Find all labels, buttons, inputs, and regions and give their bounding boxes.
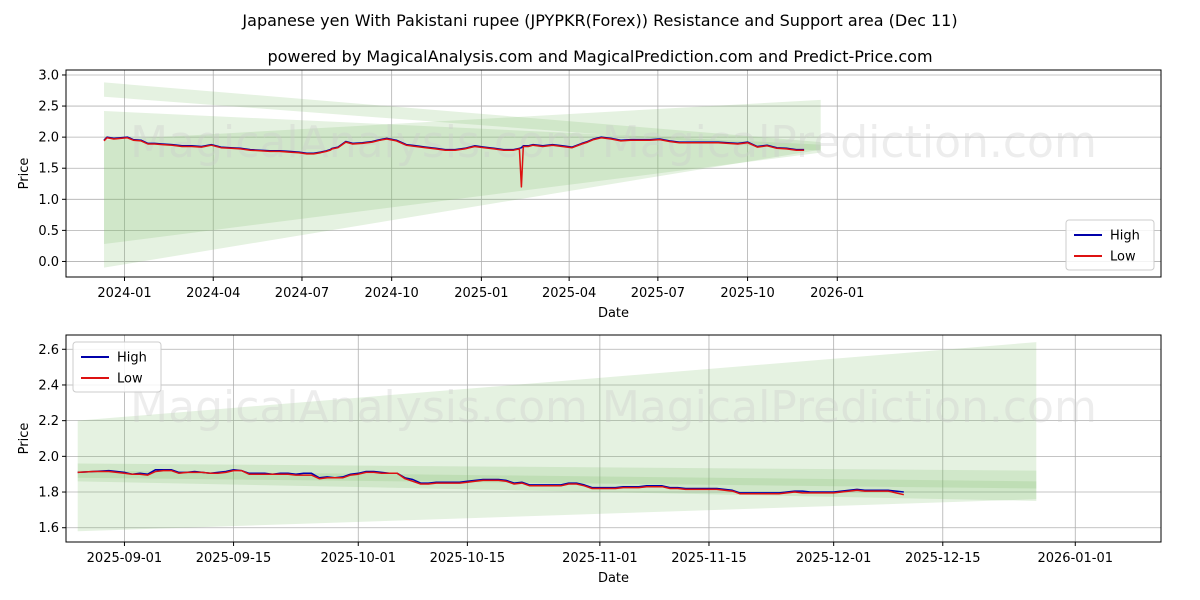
band-0 (77, 342, 1037, 532)
y-axis-label: Price (17, 158, 32, 190)
y-tick-label-4: 2.4 (38, 378, 59, 393)
support-resistance-bands (104, 82, 821, 268)
x-tick-label-4: 2025-11-01 (562, 551, 638, 566)
series-line-low (77, 469, 904, 496)
y-tick-label-6: 3.0 (38, 68, 59, 83)
y-tick-label-0: 1.6 (38, 521, 59, 536)
x-tick-label-4: 2025-01 (454, 286, 508, 301)
bottom-panel: MagicalAnalysis.com MagicalPrediction.co… (17, 334, 1162, 586)
legend-label-low: Low (117, 372, 143, 387)
legend-label-high: High (1110, 229, 1140, 244)
top-panel: MagicalAnalysis.com MagicalPrediction.co… (17, 68, 1162, 321)
watermark: MagicalAnalysis.com MagicalPrediction.co… (130, 382, 1097, 433)
y-tick-label-5: 2.6 (38, 343, 59, 358)
series-line-low (103, 137, 805, 188)
x-tick-label-3: 2024-10 (365, 286, 419, 301)
x-tick-label-0: 2025-09-01 (87, 551, 163, 566)
y-tick-label-0: 0.0 (38, 255, 59, 270)
legend-label-low: Low (1110, 250, 1136, 265)
x-tick-label-5: 2025-11-15 (671, 551, 747, 566)
x-tick-label-5: 2025-04 (542, 286, 596, 301)
x-axis-label: Date (598, 571, 629, 586)
band-1 (77, 463, 1037, 489)
x-tick-label-6: 2025-07 (631, 286, 685, 301)
series-lines (103, 136, 805, 188)
x-tick-label-8: 2026-01-01 (1037, 551, 1113, 566)
y-tick-label-1: 0.5 (38, 224, 59, 239)
x-tick-label-1: 2024-04 (186, 286, 240, 301)
x-tick-label-7: 2025-12-15 (905, 551, 981, 566)
x-tick-label-3: 2025-10-15 (430, 551, 506, 566)
y-tick-label-3: 1.5 (38, 162, 59, 177)
y-tick-label-1: 1.8 (38, 486, 59, 501)
y-tick-label-3: 2.2 (38, 414, 59, 429)
plot-frame (65, 69, 1162, 278)
y-axis-label: Price (17, 423, 32, 455)
y-tick-label-2: 2.0 (38, 450, 59, 465)
series-lines (77, 468, 904, 496)
legend-box (1065, 219, 1155, 271)
x-tick-label-2: 2025-10-01 (320, 551, 396, 566)
legend-box (72, 341, 162, 393)
chart-subtitle: powered by MagicalAnalysis.com and Magic… (267, 47, 932, 66)
support-resistance-bands (77, 342, 1037, 532)
legend: High Low (1065, 219, 1155, 271)
band-2 (104, 111, 821, 245)
legend-label-high: High (117, 351, 147, 366)
band-1 (104, 99, 821, 268)
watermark: MagicalAnalysis.com MagicalPrediction.co… (130, 117, 1097, 168)
band-0 (104, 82, 821, 151)
x-tick-label-8: 2026-01 (810, 286, 864, 301)
y-tick-label-5: 2.5 (38, 100, 59, 115)
y-tick-label-2: 1.0 (38, 193, 59, 208)
grid-lines (66, 70, 1161, 277)
x-axis-label: Date (598, 306, 629, 321)
grid-lines (66, 335, 1161, 542)
x-tick-label-1: 2025-09-15 (196, 551, 272, 566)
legend: High Low (72, 341, 162, 393)
x-tick-label-7: 2025-10 (720, 286, 774, 301)
x-tick-label-6: 2025-12-01 (796, 551, 872, 566)
x-tick-label-0: 2024-01 (97, 286, 151, 301)
plot-frame (65, 334, 1162, 543)
x-tick-label-2: 2024-07 (275, 286, 329, 301)
y-tick-label-4: 2.0 (38, 131, 59, 146)
chart-title: Japanese yen With Pakistani rupee (JPYPK… (241, 11, 957, 30)
